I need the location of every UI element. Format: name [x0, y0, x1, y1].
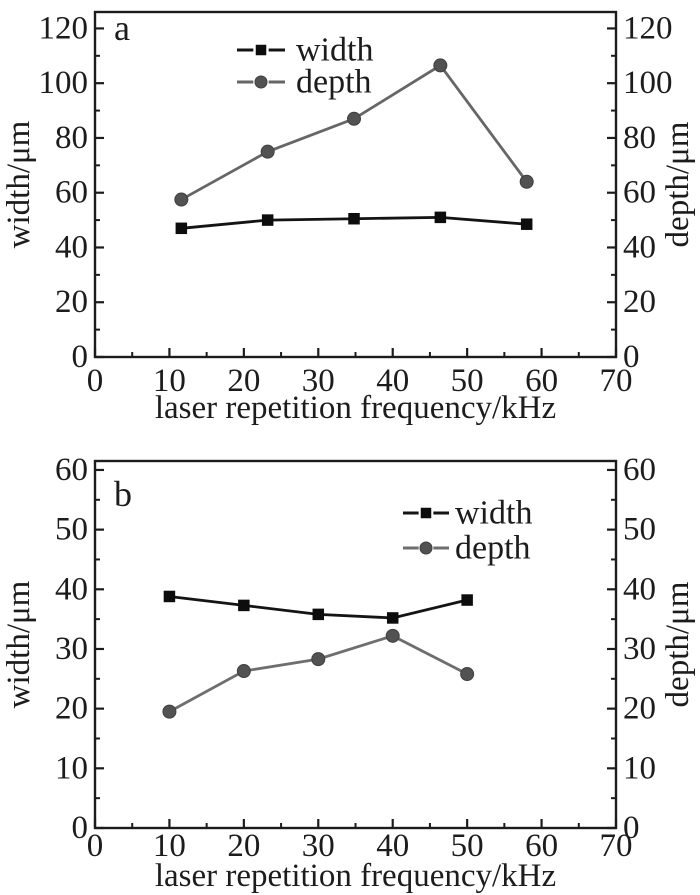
x-tick-label: 10	[153, 363, 186, 399]
x-tick-label: 40	[376, 363, 409, 399]
series-depth-marker	[519, 174, 534, 189]
x-tick-label: 10	[153, 828, 186, 864]
series-width-marker	[348, 212, 360, 225]
series-depth-marker	[311, 652, 326, 667]
series-depth-marker	[347, 111, 362, 126]
series-width-marker	[163, 590, 176, 603]
y-tick-label-left: 30	[55, 631, 88, 667]
y-tick-label-right: 50	[623, 512, 656, 548]
y-tick-label-left: 10	[55, 750, 88, 786]
y-tick-label-right: 40	[623, 229, 656, 265]
y-axis-title-right: depth/μm	[660, 581, 696, 707]
series-width-marker	[261, 214, 274, 226]
y-tick-label-right: 0	[623, 810, 640, 846]
plot-border	[93, 459, 618, 830]
x-tick-label: 70	[600, 828, 633, 864]
y-tick-label-right: 60	[623, 175, 656, 211]
y-tick-label-right: 40	[623, 571, 656, 607]
legend-width-label: width	[455, 495, 532, 532]
series-width-marker	[520, 218, 533, 230]
y-tick-label-right: 30	[623, 631, 656, 667]
y-axis-title-left: width/μm	[1, 120, 37, 248]
x-tick-label: 20	[227, 828, 260, 864]
series-width-marker	[175, 222, 188, 235]
x-tick-label: 60	[525, 363, 558, 399]
y-tick-label-left: 40	[55, 229, 88, 265]
series-width-marker	[238, 599, 250, 612]
x-tick-label: 70	[600, 363, 633, 399]
y-tick-label-left: 50	[55, 512, 88, 548]
series-width-marker	[434, 211, 447, 224]
series-depth-marker	[260, 144, 275, 159]
series-depth-marker	[433, 58, 448, 73]
legend-depth-marker	[254, 75, 268, 89]
legend-width-label: width	[296, 32, 373, 69]
y-axis-title-right: depth/μm	[660, 121, 696, 247]
x-tick-label: 50	[451, 363, 484, 399]
legend-width-marker	[255, 44, 267, 56]
y-tick-label-left: 0	[72, 810, 89, 846]
x-tick-label: 50	[451, 828, 484, 864]
series-depth-marker	[162, 704, 177, 719]
x-tick-label: 30	[302, 363, 335, 399]
y-tick-label-left: 40	[55, 571, 88, 607]
y-tick-label-left: 100	[39, 65, 89, 101]
y-tick-label-left: 20	[55, 691, 88, 727]
series-width-marker	[386, 612, 399, 624]
x-tick-label: 20	[227, 363, 260, 399]
y-tick-label-left: 80	[55, 120, 88, 156]
y-axis-title-left: width/μm	[1, 580, 37, 708]
y-tick-label-left: 60	[55, 452, 88, 488]
y-tick-label-left: 20	[55, 284, 88, 320]
x-tick-label: 60	[525, 828, 558, 864]
series-depth-line	[168, 634, 468, 713]
x-tick-label: 0	[87, 828, 104, 864]
panel-letter: a	[114, 8, 130, 48]
legend-width-marker	[420, 507, 432, 519]
y-tick-label-right: 0	[623, 339, 640, 375]
x-tick-label: 0	[87, 363, 104, 399]
series-depth-marker	[460, 667, 475, 682]
x-axis-title: laser repetition frequency/kHz	[155, 858, 556, 894]
y-tick-label-left: 0	[72, 339, 89, 375]
x-tick-label: 40	[376, 828, 409, 864]
panel-letter: b	[114, 474, 132, 514]
y-tick-label-right: 10	[623, 750, 656, 786]
x-tick-label: 30	[302, 828, 335, 864]
y-tick-label-right: 60	[623, 452, 656, 488]
legend-depth-marker	[419, 541, 433, 555]
y-tick-label-left: 120	[39, 10, 89, 46]
series-width-marker	[312, 608, 325, 621]
legend-depth-label: depth	[455, 530, 531, 567]
x-axis-title: laser repetition frequency/kHz	[155, 390, 556, 426]
y-tick-label-right: 100	[623, 65, 673, 101]
y-tick-label-right: 80	[623, 120, 656, 156]
series-depth-marker	[385, 628, 400, 643]
y-tick-label-left: 60	[55, 175, 88, 211]
series-width-marker	[461, 594, 473, 606]
y-tick-label-right: 120	[623, 10, 673, 46]
series-depth-marker	[174, 192, 189, 207]
legend-depth-label: depth	[296, 64, 372, 101]
series-depth-marker	[236, 664, 251, 679]
y-tick-label-right: 20	[623, 691, 656, 727]
y-tick-label-right: 20	[623, 284, 656, 320]
